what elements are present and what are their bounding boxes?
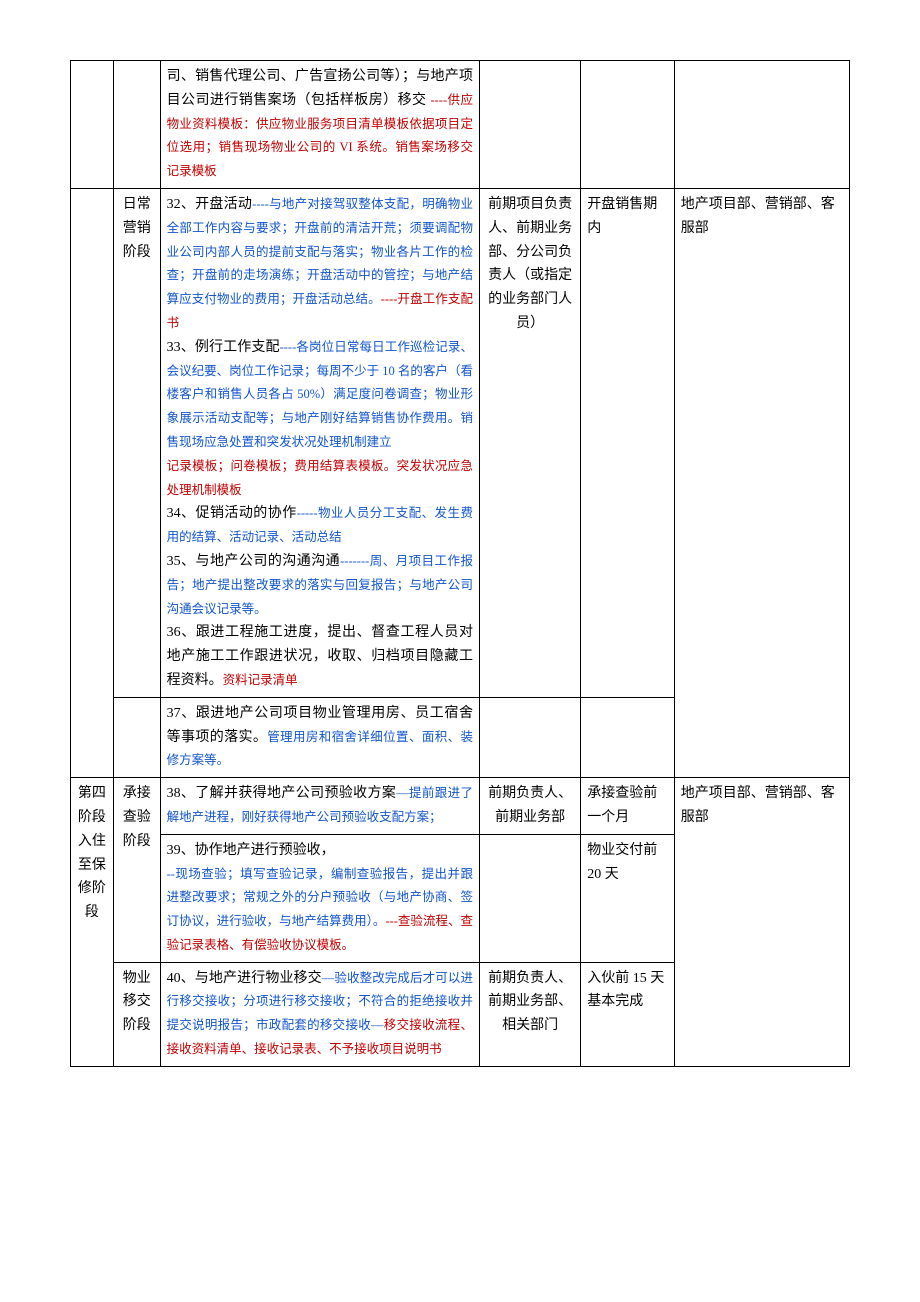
text-segment: 资料记录清单 <box>223 673 298 687</box>
dept-cell: 地产项目部、营销部、客服部 <box>674 778 849 1067</box>
text-segment: 39、协作地产进行预验收， <box>167 843 335 858</box>
person-cell <box>479 834 580 962</box>
text-segment: ----与地产对接驾驭整体支配，明确物业全部工作内容与要求；开盘前的清洁开荒；须… <box>167 197 473 306</box>
stage-cell <box>71 188 114 777</box>
time-cell: 入伙前 15 天基本完成 <box>581 962 674 1066</box>
time-cell <box>581 61 674 189</box>
time-cell: 承接查验前一个月 <box>581 778 674 835</box>
content-cell: 38、了解并获得地产公司预验收方案—提前跟进了解地产进程，刚好获得地产公司预验收… <box>160 778 479 835</box>
person-cell: 前期负责人、前期业务部、相关部门 <box>479 962 580 1066</box>
content-cell: 39、协作地产进行预验收，--现场查验；填写查验记录，编制查验报告，提出并跟进整… <box>160 834 479 962</box>
content-cell: 司、销售代理公司、广告宣扬公司等）；与地产项目公司进行销售案场（包括样板房）移交… <box>160 61 479 189</box>
content-cell: 37、跟进地产公司项目物业管理用房、员工宿舍等事项的落实。管理用房和宿舍详细位置… <box>160 697 479 777</box>
text-segment: 记录模板；问卷模板；费用结算表模板。突发状况应急处理机制模板 <box>167 459 473 497</box>
text-segment: 33、例行工作支配 <box>167 340 280 355</box>
substage-cell: 物业移交阶段 <box>113 962 160 1066</box>
person-cell <box>479 697 580 777</box>
time-cell: 物业交付前20 天 <box>581 834 674 962</box>
stage-cell <box>71 61 114 189</box>
time-cell: 开盘销售期内 <box>581 188 674 697</box>
person-cell: 前期负责人、前期业务部 <box>479 778 580 835</box>
table-row: 日常营销阶段 32、开盘活动----与地产对接驾驭整体支配，明确物业全部工作内容… <box>71 188 850 697</box>
text-segment: 32、开盘活动 <box>167 197 253 212</box>
text-segment: 36、跟进工程施工进度，提出、督查工程人员对地产施工工作跟进状况，收取、归档项目… <box>167 625 473 688</box>
table-row: 司、销售代理公司、广告宣扬公司等）；与地产项目公司进行销售案场（包括样板房）移交… <box>71 61 850 189</box>
table-row: 第四阶段入住至保修阶段 承接查验阶段 38、了解并获得地产公司预验收方案—提前跟… <box>71 778 850 835</box>
person-cell <box>479 61 580 189</box>
dept-cell: 地产项目部、营销部、客服部 <box>674 188 849 777</box>
dept-cell <box>674 61 849 189</box>
workflow-table: 司、销售代理公司、广告宣扬公司等）；与地产项目公司进行销售案场（包括样板房）移交… <box>70 60 850 1067</box>
substage-cell: 日常营销阶段 <box>113 188 160 697</box>
substage-cell <box>113 61 160 189</box>
text-segment: 40、与地产进行物业移交 <box>167 971 322 986</box>
substage-cell: 承接查验阶段 <box>113 778 160 963</box>
text-segment: 34、促销活动的协作 <box>167 506 297 521</box>
substage-cell <box>113 697 160 777</box>
time-cell <box>581 697 674 777</box>
text-segment: 35、与地产公司的沟通沟通 <box>167 554 341 569</box>
content-cell: 32、开盘活动----与地产对接驾驭整体支配，明确物业全部工作内容与要求；开盘前… <box>160 188 479 697</box>
text-segment: 38、了解并获得地产公司预验收方案 <box>167 786 397 801</box>
person-cell: 前期项目负责人、前期业务部、分公司负责人（或指定的业务部门人员） <box>479 188 580 697</box>
text-segment: 司、销售代理公司、广告宣扬公司等）；与地产项目公司进行销售案场（包括样板房）移交 <box>167 69 473 108</box>
text-segment: ----各岗位日常每日工作巡检记录、会议纪要、岗位工作记录；每周不少于 10 名… <box>167 340 473 449</box>
content-cell: 40、与地产进行物业移交—验收整改完成后才可以进行移交接收；分项进行移交接收；不… <box>160 962 479 1066</box>
stage-cell: 第四阶段入住至保修阶段 <box>71 778 114 1067</box>
